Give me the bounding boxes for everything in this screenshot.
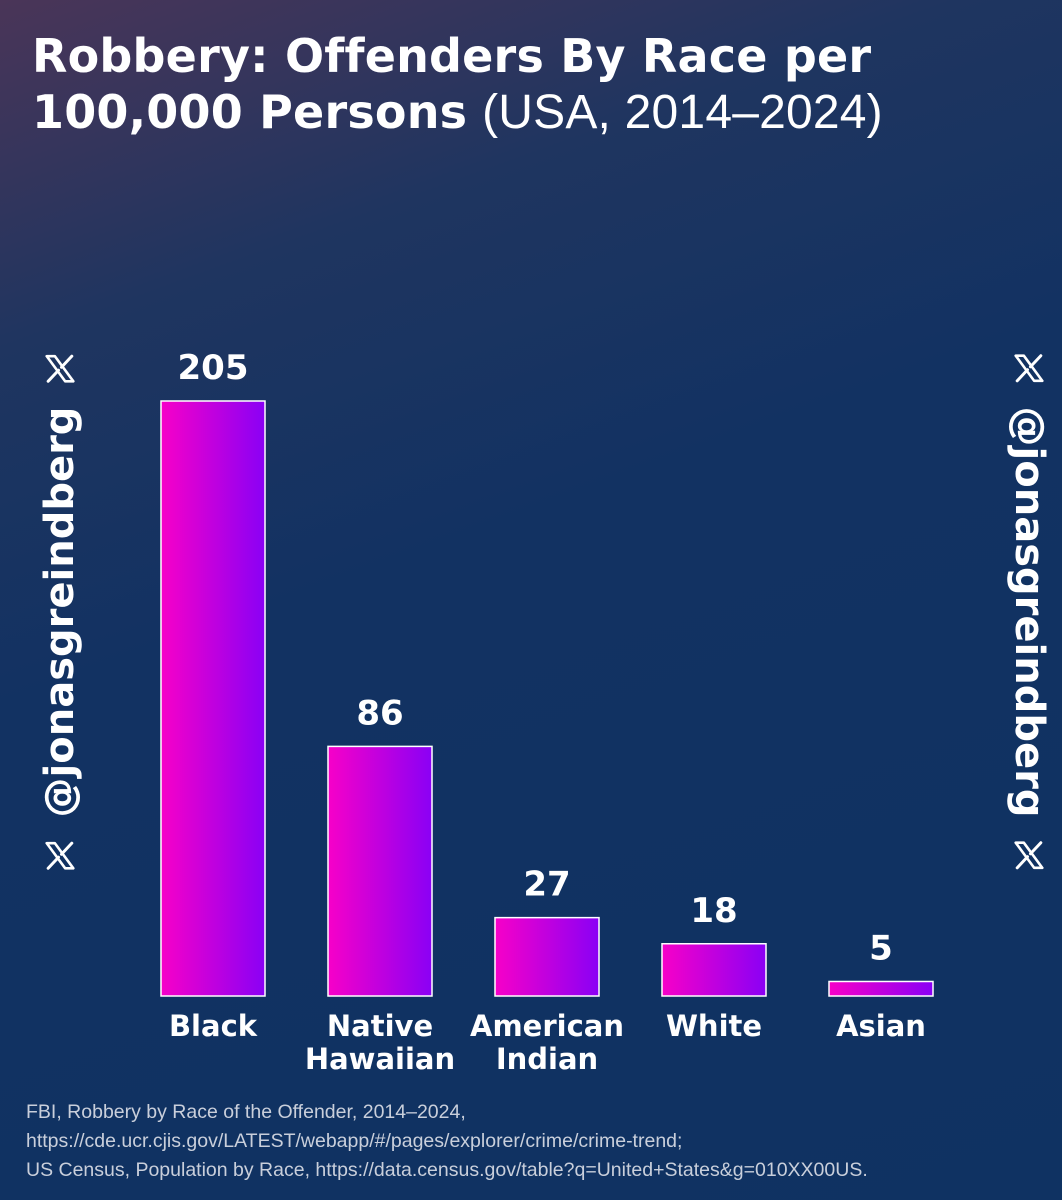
- category-label: American Indian: [470, 1009, 624, 1076]
- category-label-line: American: [470, 1009, 624, 1043]
- watermark-left: @jonasgreindberg: [30, 352, 90, 872]
- chart-title: Robbery: Offenders By Race per 100,000 P…: [32, 28, 1032, 141]
- chart-title-main: Robbery: Offenders By Race per 100,000 P…: [32, 29, 872, 139]
- bar: [327, 745, 433, 997]
- bar: [160, 400, 266, 997]
- category-label-line: Hawaiian: [305, 1042, 455, 1076]
- category-label-line: Native: [327, 1009, 433, 1043]
- bar-value-label: 27: [523, 865, 570, 905]
- x-logo-icon: [1014, 841, 1044, 870]
- source-line: FBI, Robbery by Race of the Offender, 20…: [26, 1101, 466, 1123]
- bar: [828, 980, 934, 997]
- source-note: FBI, Robbery by Race of the Offender, 20…: [26, 1098, 1046, 1185]
- category-label: Native Hawaiian: [305, 1009, 455, 1076]
- category-label-line: White: [666, 1009, 762, 1043]
- category-label: Asian: [836, 1009, 926, 1043]
- bar-value-label: 86: [356, 693, 403, 733]
- source-line: https://cde.ucr.cjis.gov/LATEST/webapp/#…: [26, 1130, 683, 1152]
- category-label: Black: [169, 1009, 258, 1043]
- bar-value-label: 205: [178, 348, 249, 388]
- category-label-line: Black: [169, 1009, 258, 1043]
- bar: [494, 916, 600, 997]
- chart-title-subtitle: (USA, 2014–2024): [482, 86, 883, 139]
- x-logo-icon: [45, 841, 75, 870]
- category-label: White: [666, 1009, 762, 1043]
- category-label-line: Asian: [836, 1009, 926, 1043]
- bar-value-label: 5: [869, 928, 893, 968]
- watermark-right: @jonasgreindberg: [999, 352, 1059, 872]
- bars-group: 205 Black 86 Native Hawaiian 27 American Indian…: [160, 348, 934, 1076]
- category-label-line: Indian: [496, 1042, 598, 1076]
- bar-value-label: 18: [690, 891, 737, 931]
- x-logo-icon: [45, 354, 75, 383]
- bar: [661, 943, 767, 997]
- x-logo-icon: [1014, 354, 1044, 383]
- source-line: US Census, Population by Race, https://d…: [26, 1159, 868, 1181]
